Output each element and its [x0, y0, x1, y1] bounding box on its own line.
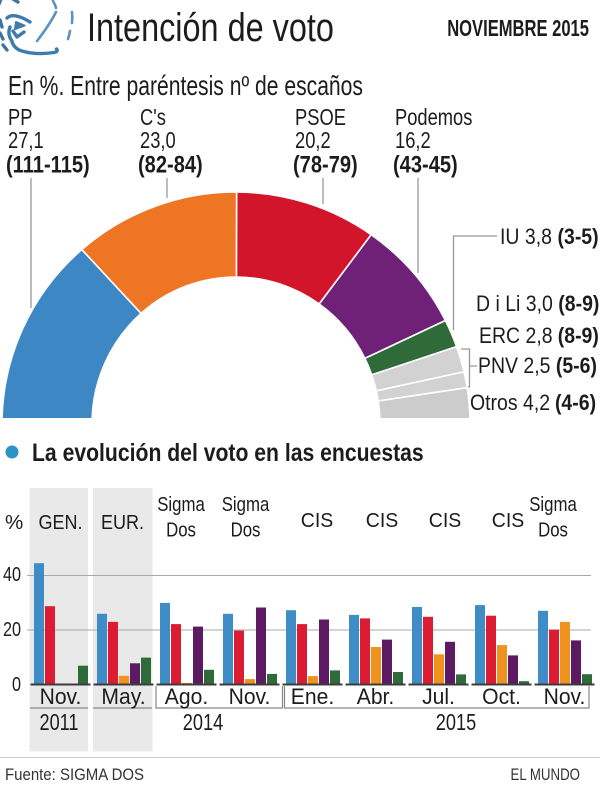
svg-text:PP: PP [8, 105, 32, 131]
svg-text:Dos: Dos [231, 518, 261, 541]
svg-text:Intención de voto: Intención de voto [87, 5, 334, 50]
svg-text:CIS: CIS [492, 510, 524, 533]
svg-text:La evolución del voto en las e: La evolución del voto en las encuestas [32, 438, 424, 466]
svg-text:2015: 2015 [436, 710, 476, 736]
svg-text:Sigma: Sigma [529, 492, 577, 515]
svg-text:(3-5): (3-5) [558, 225, 599, 249]
svg-text:27,1: 27,1 [8, 128, 44, 154]
svg-text:(5-6): (5-6) [556, 354, 597, 378]
svg-text:Dos: Dos [166, 518, 196, 541]
svg-text:(111-115): (111-115) [6, 151, 90, 178]
svg-text:%: % [5, 511, 23, 534]
svg-text:(82-84): (82-84) [138, 151, 203, 178]
svg-text:EL MUNDO: EL MUNDO [510, 766, 580, 785]
svg-text:D i Li 3,0: D i Li 3,0 [476, 292, 553, 316]
svg-text:Nov.: Nov. [40, 684, 82, 710]
svg-text:NOVIEMBRE 2015: NOVIEMBRE 2015 [447, 16, 589, 41]
svg-text:Sigma: Sigma [157, 492, 205, 515]
svg-text:16,2: 16,2 [395, 128, 431, 154]
svg-text:Jul.: Jul. [422, 684, 455, 710]
svg-text:Dos: Dos [538, 518, 568, 541]
svg-text:C's: C's [140, 105, 166, 131]
svg-text:0: 0 [12, 672, 21, 695]
svg-text:(43-45): (43-45) [393, 151, 458, 178]
svg-text:PNV 2,5: PNV 2,5 [478, 354, 550, 378]
svg-text:23,0: 23,0 [140, 128, 176, 154]
svg-text:CIS: CIS [301, 510, 333, 533]
svg-text:Nov.: Nov. [544, 684, 586, 710]
svg-text:(4-6): (4-6) [555, 391, 596, 415]
svg-text:20,2: 20,2 [295, 128, 331, 154]
svg-text:Abr.: Abr. [357, 684, 395, 710]
svg-text:20: 20 [3, 617, 21, 640]
svg-text:PSOE: PSOE [295, 105, 346, 131]
svg-text:En %. Entre paréntesis nº de e: En %. Entre paréntesis nº de escaños [8, 71, 363, 101]
svg-text:Ago.: Ago. [165, 684, 208, 710]
svg-text:ERC 2,8: ERC 2,8 [479, 324, 553, 348]
svg-text:Fuente: SIGMA DOS: Fuente: SIGMA DOS [5, 766, 144, 784]
svg-text:Otros 4,2: Otros 4,2 [470, 391, 550, 415]
svg-text:2011: 2011 [39, 710, 78, 736]
svg-text:(8-9): (8-9) [558, 324, 599, 348]
svg-text:40: 40 [3, 562, 21, 585]
svg-text:EUR.: EUR. [101, 512, 144, 534]
svg-text:May.: May. [101, 684, 145, 710]
svg-text:Oct.: Oct. [482, 684, 521, 710]
svg-text:IU 3,8: IU 3,8 [500, 225, 552, 249]
svg-text:CIS: CIS [429, 510, 461, 533]
svg-text:Sigma: Sigma [222, 492, 270, 515]
svg-text:CIS: CIS [366, 510, 398, 533]
svg-text:GEN.: GEN. [39, 512, 83, 534]
svg-text:Nov.: Nov. [229, 684, 271, 710]
svg-text:2014: 2014 [183, 710, 223, 736]
svg-text:(78-79): (78-79) [293, 151, 358, 178]
svg-text:(8-9): (8-9) [558, 292, 599, 316]
svg-text:Ene.: Ene. [291, 684, 334, 710]
svg-text:Podemos: Podemos [395, 105, 472, 131]
